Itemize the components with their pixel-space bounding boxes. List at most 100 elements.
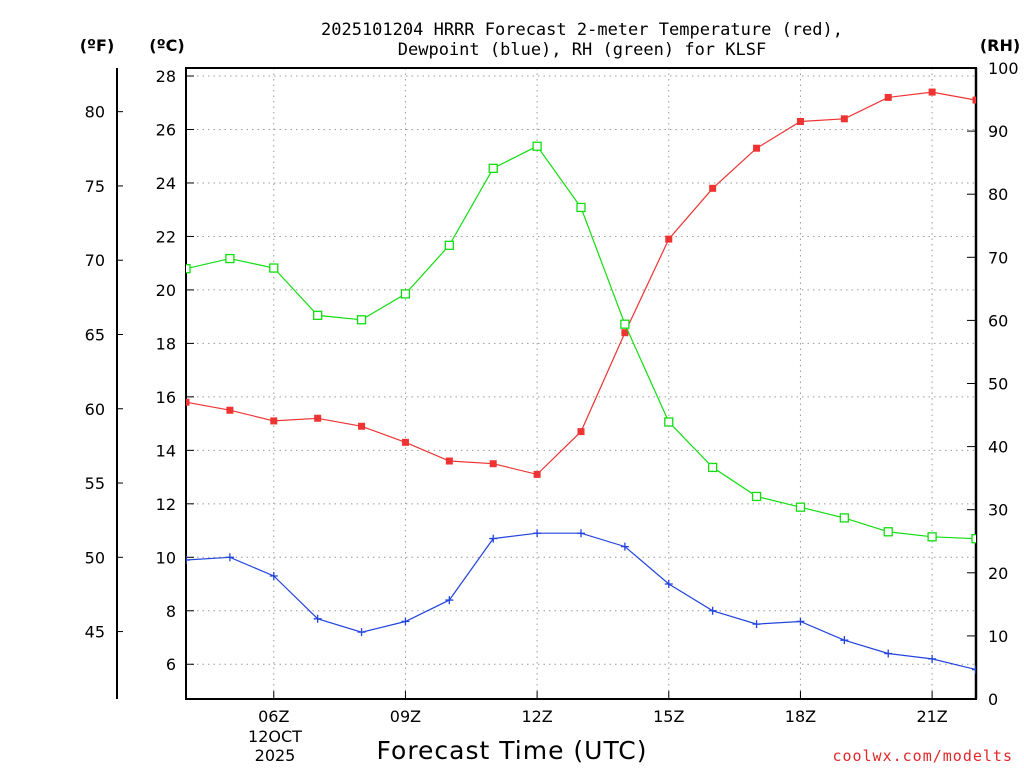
rh-point (708, 462, 718, 473)
rh-point (927, 532, 937, 542)
temperature-point (972, 96, 976, 104)
dewpoint-point (225, 553, 234, 562)
dewpoint-point (752, 620, 761, 629)
x-tick-label: 21Z (916, 707, 947, 726)
c-tick-label: 16 (156, 388, 176, 407)
f-tick-label: 75 (85, 177, 105, 196)
temperature-point (796, 117, 804, 125)
rh-tick-label: 0 (988, 690, 998, 709)
f-tick-label: 70 (85, 251, 105, 270)
temperature-point (840, 115, 848, 123)
rh-tick-label: 70 (988, 248, 1008, 267)
rh-tick-label: 30 (988, 501, 1008, 520)
temperature-point (186, 398, 190, 406)
c-tick-label: 26 (156, 120, 176, 139)
x-tick-label: 18Z (785, 707, 816, 726)
temperature-point (753, 144, 761, 152)
dewpoint-point (445, 596, 454, 605)
x-tick-label: 12Z (521, 707, 552, 726)
x-axis-label: Forecast Time (UTC) (377, 736, 648, 765)
rh-point (664, 417, 674, 427)
dewpoint-point (489, 534, 498, 543)
dewpoint-line (186, 532, 976, 671)
f-tick-label: 60 (85, 400, 105, 419)
temperature-point (314, 414, 322, 422)
rh-point (971, 534, 976, 544)
unit-label-celsius: (ºC) (149, 36, 184, 55)
f-tick-label: 50 (85, 548, 105, 567)
dewpoint-point (884, 649, 893, 658)
f-tick-label: 80 (85, 103, 105, 122)
c-tick-label: 28 (156, 67, 176, 86)
dewpoint-point (972, 665, 976, 674)
rh-point (356, 315, 367, 325)
rh-tick-label: 90 (988, 122, 1008, 141)
rh-tick-label: 100 (988, 59, 1019, 78)
rh-tick-label: 60 (988, 311, 1008, 330)
rh-point (400, 289, 411, 299)
c-tick-label: 10 (156, 548, 176, 567)
temperature-point (884, 93, 892, 101)
rh-point (269, 263, 279, 273)
c-tick-label: 20 (156, 281, 176, 300)
dewpoint-point (533, 529, 542, 538)
temperature-point (401, 438, 409, 446)
x-tick-label: 06Z (258, 707, 289, 726)
x-tick-label: 09Z (390, 707, 421, 726)
temperature-point (665, 235, 673, 243)
f-tick-label: 45 (85, 623, 105, 642)
plot-frame (185, 67, 977, 700)
dewpoint-point (620, 542, 629, 551)
c-tick-label: 14 (156, 441, 176, 460)
c-tick-label: 12 (156, 495, 176, 514)
temperature-series (186, 88, 976, 478)
dewpoint-point (664, 580, 673, 589)
rh-point (795, 502, 806, 512)
temperature-line (186, 91, 976, 476)
dewpoint-point (357, 628, 366, 637)
rh-point (313, 310, 323, 321)
temperature-point (489, 460, 497, 468)
rh-point (620, 319, 630, 329)
rh-tick-label: 10 (988, 627, 1008, 646)
x-tick-label: 15Z (653, 707, 684, 726)
c-tick-label: 8 (166, 602, 176, 621)
dewpoint-point (401, 617, 410, 626)
unit-label-fahrenheit: (ºF) (80, 36, 115, 55)
unit-label-rh: (RH) (980, 36, 1020, 55)
temperature-point (445, 457, 453, 465)
dewpoint-point (577, 529, 585, 538)
axis-ticks: 6 8 10 12 14 16 18 20 22 24 26 28 45 50 55 60 65 70 75 80 0 1… (85, 59, 1019, 726)
rh-point (751, 491, 762, 502)
dewpoint-point (186, 555, 190, 564)
dewpoint-point (269, 572, 278, 581)
grid-lines (186, 68, 976, 699)
c-tick-label: 18 (156, 334, 176, 353)
rh-point (576, 202, 586, 213)
rh-point (532, 141, 542, 151)
temperature-point (709, 184, 717, 192)
chart-title-line-1: 2025101204 HRRR Forecast 2-meter Tempera… (321, 20, 843, 40)
rh-point (444, 240, 454, 250)
dewpoint-point (796, 617, 805, 626)
rh-point (883, 527, 893, 537)
dewpoint-point (928, 654, 937, 663)
rh-tick-label: 40 (988, 438, 1008, 457)
dewpoint-point (708, 606, 717, 615)
rh-point (225, 253, 235, 264)
temperature-point (226, 406, 234, 414)
rh-tick-label: 80 (988, 185, 1008, 204)
credit-text: coolwx.com/modelts (832, 747, 1013, 765)
rh-point (839, 513, 849, 523)
temperature-point (928, 88, 936, 96)
temperature-point (533, 470, 541, 478)
temperature-point (270, 417, 278, 425)
rh-point (186, 264, 191, 274)
c-tick-label: 6 (166, 655, 176, 674)
temperature-point (577, 428, 585, 436)
date-label-year: 2025 (255, 746, 296, 765)
dewpoint-series (186, 529, 976, 674)
rh-tick-label: 20 (988, 564, 1008, 583)
f-tick-label: 55 (85, 474, 105, 493)
